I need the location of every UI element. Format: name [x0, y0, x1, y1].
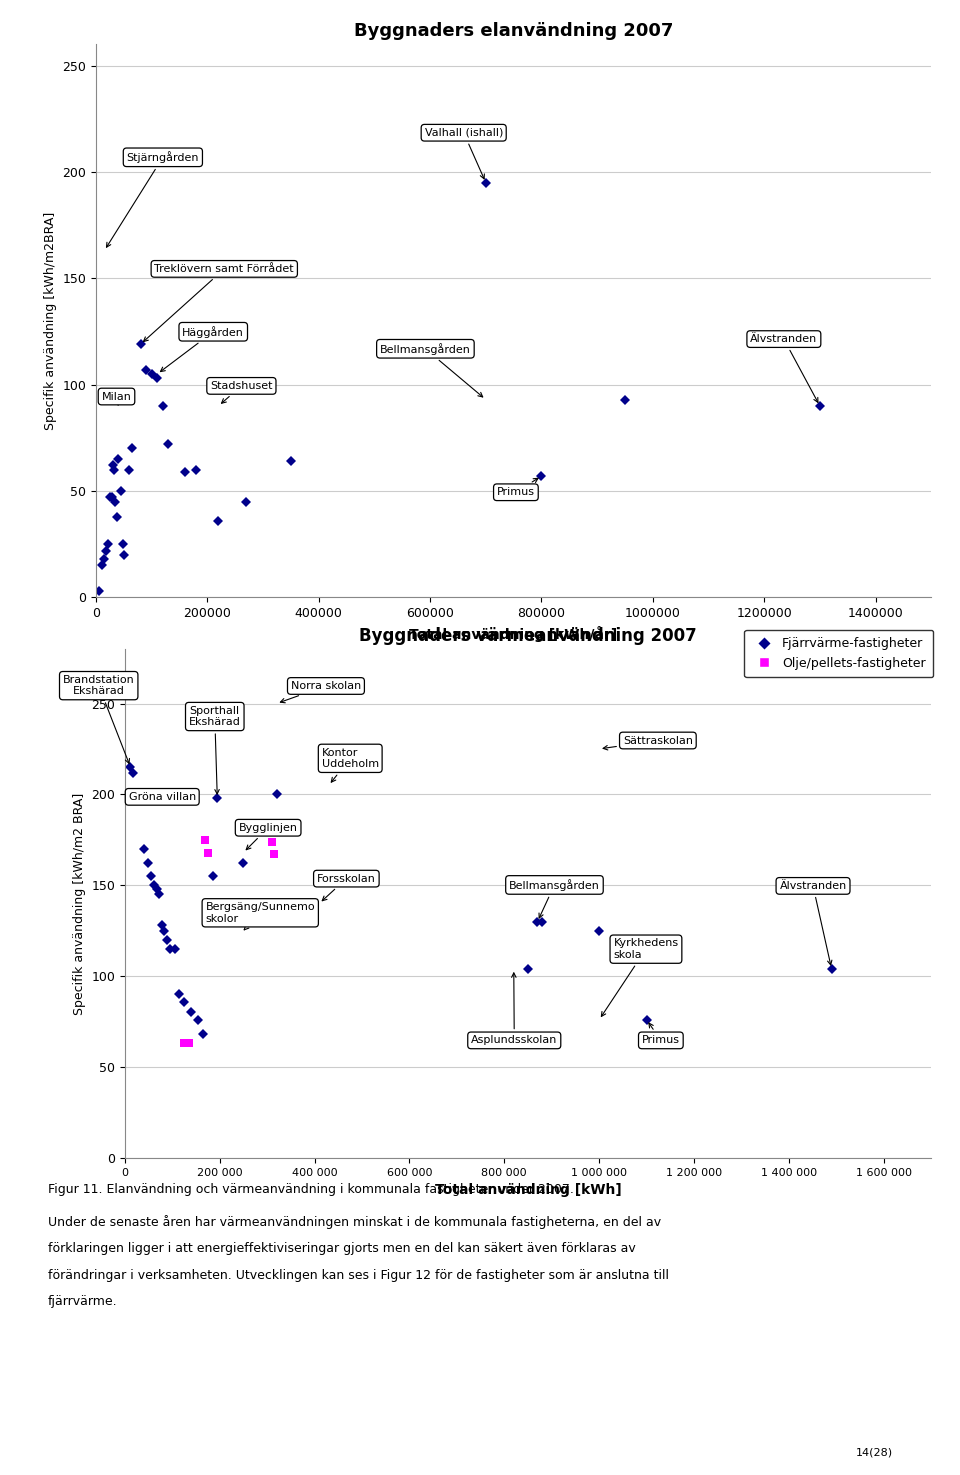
- Text: Älvstranden: Älvstranden: [780, 881, 847, 965]
- X-axis label: Total användning [kWh]: Total användning [kWh]: [435, 1183, 621, 1198]
- Text: Bellmansgården: Bellmansgården: [509, 879, 600, 917]
- Title: Byggnaders värmeanvändning 2007: Byggnaders värmeanvändning 2007: [359, 627, 697, 645]
- Text: Bergsäng/Sunnemo
skolor: Bergsäng/Sunnemo skolor: [205, 903, 315, 929]
- Text: Stadshuset: Stadshuset: [210, 381, 273, 403]
- Y-axis label: Specifik användning [kWh/m2 BRA]: Specifik användning [kWh/m2 BRA]: [73, 792, 85, 1015]
- Text: Norra skolan: Norra skolan: [280, 681, 361, 702]
- Text: Valhall (ishall): Valhall (ishall): [424, 128, 503, 178]
- Text: Häggården: Häggården: [160, 326, 244, 372]
- Text: Primus: Primus: [497, 478, 538, 497]
- Y-axis label: Specifik användning [kWh/m2BRA]: Specifik användning [kWh/m2BRA]: [44, 212, 57, 429]
- Text: Milan: Milan: [102, 391, 132, 406]
- X-axis label: Total användning [kWh/år]: Total användning [kWh/år]: [410, 625, 617, 642]
- Text: Brandstation
Ekshärad: Brandstation Ekshärad: [62, 676, 134, 764]
- Text: fjärrvärme.: fjärrvärme.: [48, 1295, 118, 1308]
- Text: Kyrkhedens
skola: Kyrkhedens skola: [601, 938, 679, 1016]
- Text: Stjärngården: Stjärngården: [107, 152, 199, 248]
- Text: Treklövern samt Förrådet: Treklövern samt Förrådet: [144, 264, 294, 342]
- Text: Figur 11. Elanvändning och värmeanvändning i kommunala fastigheter under 2007.: Figur 11. Elanvändning och värmeanvändni…: [48, 1183, 574, 1196]
- Text: Bellmansgården: Bellmansgården: [380, 342, 483, 397]
- Text: Bygglinjen: Bygglinjen: [239, 823, 298, 850]
- Title: Byggnaders elanvändning 2007: Byggnaders elanvändning 2007: [354, 22, 673, 40]
- Text: Asplundsskolan: Asplundsskolan: [471, 974, 558, 1046]
- Text: Forsskolan: Forsskolan: [317, 873, 375, 901]
- Text: förklaringen ligger i att energieffektiviseringar gjorts men en del kan säkert ä: förklaringen ligger i att energieffektiv…: [48, 1242, 636, 1255]
- Text: Älvstranden: Älvstranden: [751, 333, 818, 403]
- Text: Sporthall
Ekshärad: Sporthall Ekshärad: [189, 705, 241, 794]
- Text: Primus: Primus: [642, 1024, 680, 1046]
- Text: Under de senaste åren har värmeanvändningen minskat i de kommunala fastigheterna: Under de senaste åren har värmeanvändnin…: [48, 1215, 661, 1229]
- Text: Sättraskolan: Sättraskolan: [603, 736, 693, 749]
- Text: 14(28): 14(28): [855, 1447, 893, 1457]
- Text: Kontor
Uddeholm: Kontor Uddeholm: [322, 748, 379, 782]
- Text: Gröna villan: Gröna villan: [129, 792, 196, 802]
- Text: förändringar i verksamheten. Utvecklingen kan ses i Figur 12 för de fastigheter : förändringar i verksamheten. Utvecklinge…: [48, 1268, 669, 1282]
- Legend: Fjärrvärme­fastigheter, Olje/pellets­fastigheter: Fjärrvärme­fastigheter, Olje/pellets­fas…: [744, 630, 933, 677]
